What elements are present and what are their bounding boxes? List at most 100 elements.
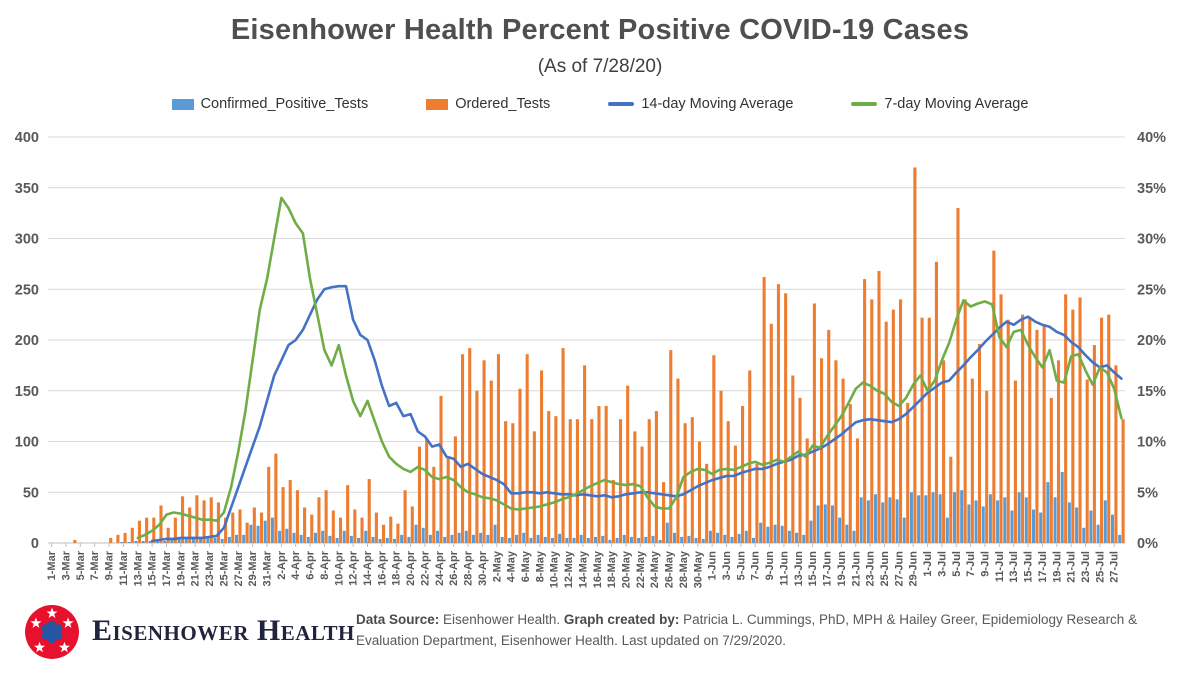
confirmed-positive-bar	[529, 537, 533, 543]
confirmed-positive-bar	[335, 537, 339, 543]
confirmed-positive-bar	[263, 520, 267, 543]
confirmed-positive-bar	[342, 530, 346, 543]
confirmed-positive-bar	[823, 504, 827, 543]
ordered-tests-bar	[504, 421, 508, 543]
ordered-tests-bar	[1114, 365, 1118, 543]
ordered-tests-bar	[281, 487, 285, 543]
ordered-tests-bar	[1121, 419, 1125, 543]
confirmed-positive-bar	[981, 506, 985, 543]
ordered-tests-bar	[1064, 294, 1068, 543]
x-tick-label: 18-Apr	[391, 550, 403, 586]
ordered-tests-bar	[173, 517, 177, 543]
ordered-tests-bar	[877, 270, 881, 543]
ordered-tests-bar	[1006, 319, 1010, 543]
confirmed-positive-bar	[134, 540, 138, 543]
x-tick-label: 30-Apr	[477, 550, 489, 586]
chart-legend: Confirmed_Positive_Tests Ordered_Tests 1…	[0, 96, 1200, 112]
y-right-tick-label: 35%	[1137, 181, 1166, 197]
ordered-tests-bar	[432, 466, 436, 543]
ordered-tests-bar	[425, 438, 429, 543]
confirmed-positive-bar	[1046, 482, 1050, 543]
confirmed-positive-bar	[687, 535, 691, 543]
legend-label-ma14: 14-day Moving Average	[641, 96, 794, 112]
confirmed-positive-bar	[1096, 524, 1100, 543]
x-tick-label: 1-Jul	[922, 551, 934, 577]
ordered-tests-bar	[784, 293, 788, 543]
confirmed-positive-bar	[665, 522, 669, 543]
ordered-tests-bar	[568, 419, 572, 543]
confirmed-positive-bar	[802, 534, 806, 543]
ordered-tests-bar	[618, 419, 623, 543]
x-tick-label: 24-Apr	[434, 550, 446, 586]
ma14-line-swatch-icon	[608, 102, 635, 106]
confirmed-positive-bar	[773, 524, 777, 543]
confirmed-positive-bar	[220, 538, 224, 543]
confirmed-positive-bar	[414, 524, 418, 543]
confirmed-positive-bar	[637, 537, 641, 543]
ordered-tests-bar	[590, 419, 594, 543]
x-tick-label: 13-Mar	[132, 550, 144, 586]
confirmed-positive-bar	[852, 530, 856, 543]
source-note: Data Source: Eisenhower Health. Graph cr…	[356, 610, 1146, 652]
ordered-bar-swatch-icon	[426, 98, 449, 110]
confirmed-positive-bar	[938, 494, 942, 543]
ordered-tests-bar	[475, 390, 479, 543]
confirmed-positive-bar	[780, 525, 784, 543]
confirmed-positive-bar	[816, 505, 820, 543]
confirmed-positive-bar	[371, 536, 375, 543]
confirmed-positive-bar	[292, 532, 296, 543]
ordered-tests-bar	[654, 411, 658, 543]
ordered-tests-bar	[518, 388, 522, 543]
legend-label-ordered: Ordered_Tests	[455, 96, 551, 112]
confirmed-positive-bar	[349, 535, 353, 543]
x-tick-label: 1-Mar	[46, 550, 58, 580]
ordered-tests-bar	[1092, 345, 1096, 543]
confirmed-positive-bar	[730, 536, 734, 543]
confirmed-positive-bar	[285, 528, 289, 543]
x-tick-label: 7-Jul	[965, 551, 977, 577]
x-tick-label: 11-Jun	[778, 551, 790, 586]
x-tick-label: 6-Apr	[305, 550, 317, 579]
ordered-tests-bar	[956, 208, 960, 544]
x-tick-label: 26-Apr	[448, 550, 460, 586]
y-left-tick-label: 400	[15, 130, 39, 146]
x-tick-label: 21-Jul	[1066, 551, 1078, 583]
confirmed-positive-bar	[1060, 471, 1064, 543]
ordered-tests-bar	[324, 490, 328, 543]
confirmed-positive-bar	[1024, 497, 1028, 543]
confirmed-positive-bar	[737, 533, 741, 543]
ordered-tests-bar	[884, 321, 888, 543]
ordered-tests-bar	[482, 360, 486, 543]
y-left-tick-label: 350	[15, 181, 39, 197]
confirmed-positive-bar	[1032, 509, 1035, 543]
logo-wordmark: Eisenhower Health	[92, 614, 355, 647]
x-tick-label: 13-Jun	[793, 551, 805, 587]
ordered-tests-bar	[202, 500, 206, 543]
legend-item-ma7: 7-day Moving Average	[851, 96, 1028, 112]
confirmed-positive-bar	[141, 540, 145, 543]
confirmed-positive-bar	[378, 538, 382, 543]
x-tick-label: 25-Mar	[218, 550, 230, 586]
x-tick-label: 2-May	[491, 550, 503, 582]
ordered-tests-bar	[827, 329, 831, 543]
confirmed-positive-bar	[708, 530, 712, 543]
confirmed-positive-bar	[751, 537, 755, 543]
ordered-tests-bar	[1021, 314, 1025, 543]
x-tick-label: 13-Jul	[1008, 551, 1020, 583]
x-tick-label: 22-Apr	[419, 550, 431, 586]
ordered-tests-bar	[367, 479, 371, 543]
ordered-tests-bar	[145, 517, 149, 543]
x-tick-label: 5-Jun	[735, 551, 747, 581]
confirmed-positive-bar	[170, 539, 174, 543]
ordered-tests-bar	[597, 405, 601, 543]
x-tick-label: 30-May	[692, 550, 704, 588]
ordered-tests-bar	[109, 537, 113, 543]
x-tick-label: 16-Apr	[376, 550, 388, 586]
ordered-tests-bar	[188, 507, 192, 543]
confirmed-positive-bar	[1082, 527, 1086, 543]
x-tick-label: 29-Mar	[247, 550, 259, 586]
ordered-tests-bar	[863, 279, 867, 543]
confirmed-positive-bar	[608, 539, 612, 543]
confirmed-positive-bar	[400, 534, 404, 543]
